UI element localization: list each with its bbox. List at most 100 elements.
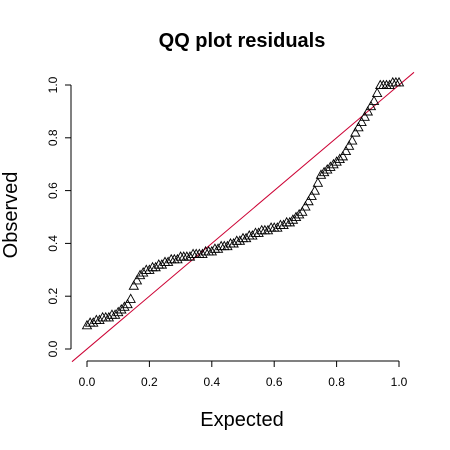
- data-point: [134, 269, 146, 280]
- y-tick-label: 0.0: [46, 340, 60, 357]
- data-point: [281, 216, 292, 227]
- y-tick-label: 0.6: [46, 182, 60, 199]
- data-point: [278, 219, 289, 229]
- data-point: [359, 111, 370, 121]
- data-point: [384, 79, 395, 90]
- data-point: [153, 259, 165, 269]
- data-point: [131, 274, 143, 285]
- data-point: [315, 169, 327, 179]
- data-point: [203, 245, 214, 256]
- data-point: [259, 224, 271, 235]
- data-point: [368, 95, 380, 105]
- y-tick-label: 1.0: [46, 76, 60, 93]
- data-point: [215, 240, 227, 251]
- data-point: [309, 185, 321, 195]
- data-point: [306, 190, 317, 200]
- data-point: [169, 253, 180, 264]
- data-point: [318, 166, 330, 177]
- data-point: [275, 219, 286, 229]
- data-point: [262, 224, 274, 235]
- data-point: [128, 280, 140, 290]
- data-point: [237, 232, 249, 243]
- data-point: [112, 306, 124, 317]
- data-point: [290, 211, 302, 222]
- chart-title: QQ plot residuals: [159, 30, 326, 52]
- data-point: [393, 76, 405, 87]
- data-point: [234, 235, 246, 245]
- data-point: [346, 135, 358, 145]
- data-point: [340, 145, 352, 156]
- data-point: [175, 251, 186, 261]
- data-point: [365, 100, 377, 111]
- reference-line: [71, 71, 415, 363]
- data-point: [144, 264, 155, 274]
- data-point: [209, 243, 221, 253]
- data-point: [387, 76, 399, 87]
- x-tick-label: 0.4: [203, 375, 220, 389]
- data-point: [250, 227, 261, 237]
- data-point: [162, 256, 174, 266]
- data-point: [287, 214, 299, 224]
- data-point: [172, 253, 183, 264]
- data-point: [253, 227, 264, 237]
- data-point: [325, 161, 336, 171]
- data-point: [119, 301, 130, 311]
- data-point: [297, 206, 308, 216]
- y-axis: 0.0 0.2 0.4 0.6 0.8 1.0: [46, 76, 72, 357]
- data-point: [371, 87, 383, 97]
- data-point: [228, 237, 239, 248]
- data-point: [328, 158, 339, 169]
- data-point: [147, 261, 158, 272]
- data-point: [116, 303, 127, 314]
- data-point: [181, 251, 193, 261]
- data-point: [350, 127, 361, 137]
- data-point: [122, 298, 133, 309]
- data-point: [284, 216, 296, 227]
- data-point: [84, 317, 96, 327]
- data-point: [362, 105, 374, 116]
- data-point: [240, 232, 252, 243]
- data-point: [312, 177, 324, 187]
- data-point: [206, 245, 218, 256]
- data-point: [353, 121, 364, 132]
- data-point: [156, 259, 168, 269]
- data-point: [109, 309, 121, 319]
- data-point: [272, 222, 283, 232]
- data-point: [256, 224, 267, 235]
- data-point: [375, 79, 386, 90]
- data-point: [321, 164, 333, 174]
- data-point: [219, 240, 230, 251]
- data-point: [103, 311, 115, 322]
- data-point: [331, 156, 342, 166]
- y-tick-label: 0.2: [46, 288, 60, 305]
- x-tick-label: 1.0: [391, 375, 408, 389]
- data-point: [87, 317, 99, 327]
- data-point: [159, 256, 171, 266]
- data-point: [222, 240, 233, 251]
- data-point: [106, 309, 118, 319]
- data-point: [91, 314, 102, 325]
- data-point: [334, 153, 345, 163]
- data-point: [231, 235, 243, 245]
- data-point: [300, 201, 311, 211]
- y-tick-label: 0.4: [46, 235, 60, 252]
- data-point: [97, 311, 108, 322]
- data-point: [178, 251, 189, 261]
- data-point: [293, 208, 305, 219]
- x-axis-title: Expected: [200, 409, 283, 431]
- data-point: [137, 267, 149, 277]
- data-point: [337, 150, 349, 161]
- data-point: [150, 261, 161, 272]
- data-points: [81, 76, 405, 330]
- data-point: [343, 140, 355, 150]
- data-point: [212, 243, 224, 253]
- y-axis-title: Observed: [0, 172, 22, 259]
- data-point: [243, 230, 255, 240]
- data-point: [356, 116, 367, 127]
- data-point: [378, 79, 389, 90]
- data-point: [381, 79, 392, 90]
- data-point: [94, 314, 105, 325]
- x-tick-label: 0.0: [79, 375, 96, 389]
- y-tick-label: 0.8: [46, 129, 60, 146]
